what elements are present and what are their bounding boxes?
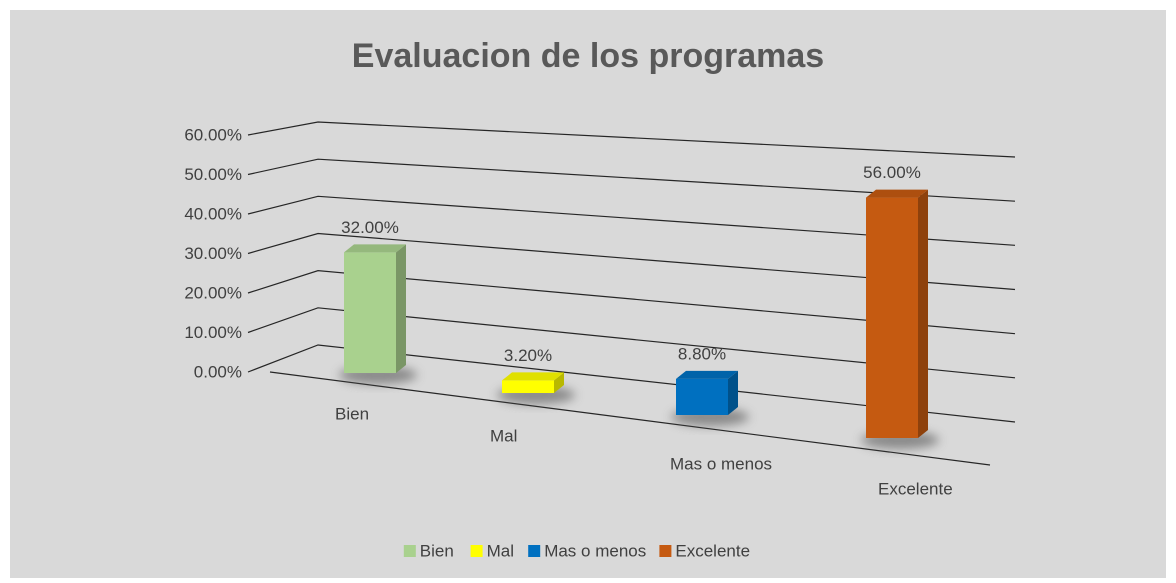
- bar: [502, 380, 554, 393]
- bar-side: [728, 370, 738, 415]
- y-tick-label: 40.00%: [184, 204, 242, 223]
- data-label: 3.20%: [504, 346, 552, 365]
- legend-label: Mas o menos: [544, 541, 646, 560]
- legend-swatch: [470, 545, 483, 557]
- legend-swatch: [659, 545, 672, 557]
- y-tick-label: 0.00%: [194, 362, 242, 381]
- y-tick-label: 20.00%: [184, 283, 242, 302]
- floor-edge: [269, 371, 991, 466]
- bar: [866, 197, 918, 438]
- legend-swatch: [403, 545, 416, 557]
- bar-top: [676, 370, 738, 379]
- legend-swatch: [528, 545, 541, 557]
- legend-label: Bien: [420, 541, 454, 560]
- grid-line: [247, 270, 1016, 335]
- grid-line: [247, 158, 1016, 202]
- legend-label: Mal: [487, 541, 514, 560]
- y-tick-label: 50.00%: [184, 165, 242, 184]
- data-label: 32.00%: [341, 218, 399, 237]
- y-tick-label: 10.00%: [184, 323, 242, 342]
- x-tick-label: Bien: [335, 404, 369, 423]
- y-tick-label: 30.00%: [184, 244, 242, 263]
- bar-top: [502, 372, 564, 381]
- chart-background: [10, 10, 1166, 578]
- data-label: 8.80%: [678, 344, 726, 363]
- bar-side: [918, 189, 928, 438]
- grid-line: [247, 307, 1016, 379]
- grid-line: [247, 232, 1016, 291]
- bar-side: [396, 244, 406, 373]
- bar-top: [866, 189, 928, 198]
- y-tick-label: 60.00%: [184, 125, 242, 144]
- grid-line: [247, 344, 1016, 423]
- bar: [676, 378, 728, 415]
- data-label: 56.00%: [863, 163, 921, 182]
- bar-top: [344, 244, 406, 253]
- grid-line: [247, 195, 1016, 246]
- chart-title: Evaluacion de los programas: [352, 37, 824, 75]
- x-tick-label: Mas o menos: [670, 454, 772, 473]
- bar-side: [554, 372, 564, 393]
- bar: [344, 252, 396, 373]
- legend-label: Excelente: [675, 541, 750, 560]
- x-tick-label: Mal: [490, 426, 517, 445]
- grid-line: [247, 121, 1016, 158]
- x-tick-label: Excelente: [878, 479, 953, 498]
